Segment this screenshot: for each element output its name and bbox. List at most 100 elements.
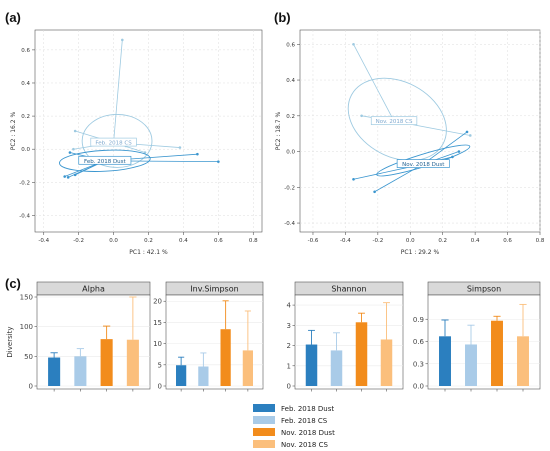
panel-label-b: (b) <box>274 10 291 25</box>
bar <box>74 356 87 386</box>
bar <box>198 366 209 386</box>
y-tick-label: 0.4 <box>286 78 295 84</box>
bar <box>330 350 343 386</box>
data-point <box>72 147 75 151</box>
x-tick-label: 0.0 <box>109 238 118 244</box>
legend-swatch <box>253 416 275 424</box>
y-tick-label: 0.0 <box>413 383 424 391</box>
y-tick-label: 0.6 <box>21 48 30 54</box>
y-tick-label: 0.2 <box>286 114 295 120</box>
data-point <box>451 155 454 159</box>
y-tick-label: 150 <box>20 294 33 302</box>
group-label-box <box>90 137 137 147</box>
spider-line <box>113 39 123 143</box>
x-tick-label: 0.0 <box>406 238 415 244</box>
y-tick-label: -0.4 <box>19 213 30 219</box>
x-tick-label: -0.2 <box>73 238 84 244</box>
y-axis-label-diversity: Diversity <box>6 326 14 357</box>
x-tick-label: 0.8 <box>249 238 258 244</box>
y-tick-label: 0.2 <box>21 114 30 120</box>
y-axis-label: PC2 : 16.2 % <box>10 111 17 150</box>
y-tick-label: 15 <box>153 319 162 327</box>
y-tick-label: 0.0 <box>286 150 295 156</box>
legend-label: Nov. 2018 CS <box>281 441 328 449</box>
spider-line <box>423 131 468 165</box>
y-tick-label: 0.4 <box>21 81 30 87</box>
y-tick-label: 10 <box>153 340 162 348</box>
data-point <box>63 175 66 178</box>
y-tick-label: 0 <box>287 383 291 391</box>
bar <box>176 365 187 386</box>
facet-title: Simpson <box>467 285 501 294</box>
legend-swatch <box>253 404 275 412</box>
bar <box>439 336 451 386</box>
pcoa-plot-a: -0.4 -0.2 0.0 0.2 0.4 0.6 0.8 -0.4 -0.2 0.0 0.2 0.4… <box>10 29 263 256</box>
plot-frame <box>299 29 541 233</box>
data-point <box>217 160 220 163</box>
legend-swatch <box>253 428 275 436</box>
data-point <box>468 134 472 137</box>
y-tick-label: 4 <box>287 302 292 310</box>
spider-line <box>374 163 424 193</box>
panel-label-c: (c) <box>5 276 21 291</box>
data-point <box>373 190 376 194</box>
data-point <box>66 176 70 179</box>
x-tick-label: 0.4 <box>179 238 188 244</box>
y-tick-label: 2 <box>287 342 291 350</box>
x-tick-label: -0.4 <box>340 238 351 244</box>
x-tick-label: 0.2 <box>144 238 153 244</box>
y-tick-label: -0.4 <box>284 221 295 227</box>
y-tick-label: 0.0 <box>21 147 30 153</box>
data-point <box>68 151 72 154</box>
facet-title: Inv.Simpson <box>190 285 238 294</box>
diversity-bar-charts: DiversityAlpha050100150Inv.Simpson051015… <box>6 281 541 392</box>
x-tick-label: -0.2 <box>372 238 383 244</box>
spider-line <box>353 44 395 122</box>
y-tick-label: 0.9 <box>413 316 424 324</box>
x-axis-label: PC1 : 42.1 % <box>129 249 168 256</box>
data-point <box>143 151 147 154</box>
data-point <box>465 130 469 134</box>
data-point <box>73 173 77 177</box>
bar <box>517 336 529 386</box>
x-tick-label: 0.2 <box>438 238 447 244</box>
y-tick-label: 0.3 <box>413 360 424 368</box>
data-point <box>457 150 461 153</box>
group-label-box <box>396 159 450 168</box>
group-label: Nov. 2018 Dust <box>402 162 445 168</box>
y-tick-label: -0.2 <box>284 185 295 191</box>
bar <box>491 320 503 386</box>
y-axis-label: PC2 : 18.7 % <box>275 111 282 150</box>
x-tick-label: -0.4 <box>38 238 49 244</box>
facet-title: Shannon <box>331 285 366 294</box>
bar <box>242 350 253 386</box>
bar <box>305 344 318 386</box>
group-label-box <box>370 116 418 126</box>
y-tick-label: 3 <box>287 322 291 330</box>
group-label: Nov. 2018 CS <box>376 119 413 125</box>
y-tick-label: 0.6 <box>413 338 425 346</box>
bar <box>220 329 231 386</box>
data-point <box>352 177 355 181</box>
data-point <box>360 114 363 118</box>
legend-label: Nov. 2018 Dust <box>281 429 335 437</box>
bar <box>465 344 477 386</box>
confidence-ellipse <box>347 77 447 161</box>
data-point <box>178 146 182 149</box>
y-tick-label: 50 <box>24 353 33 361</box>
confidence-ellipse <box>81 113 153 168</box>
group-label: Feb. 2018 Dust <box>84 159 127 165</box>
data-point <box>352 43 355 46</box>
data-point <box>73 129 77 133</box>
y-tick-label: -0.2 <box>19 180 30 186</box>
pcoa-plot-b: -0.6 -0.4 -0.2 0.0 0.2 0.4 0.6 0.8 -0.4 -0.2 0.0 0.… <box>275 29 545 256</box>
x-tick-label: -0.6 <box>308 238 319 244</box>
bar <box>48 357 61 386</box>
y-tick-label: 0 <box>158 383 162 391</box>
y-tick-label: 100 <box>20 323 33 331</box>
bar <box>126 339 139 386</box>
confidence-ellipse <box>59 149 151 172</box>
bar <box>100 339 113 386</box>
legend-label: Feb. 2018 Dust <box>281 405 334 413</box>
